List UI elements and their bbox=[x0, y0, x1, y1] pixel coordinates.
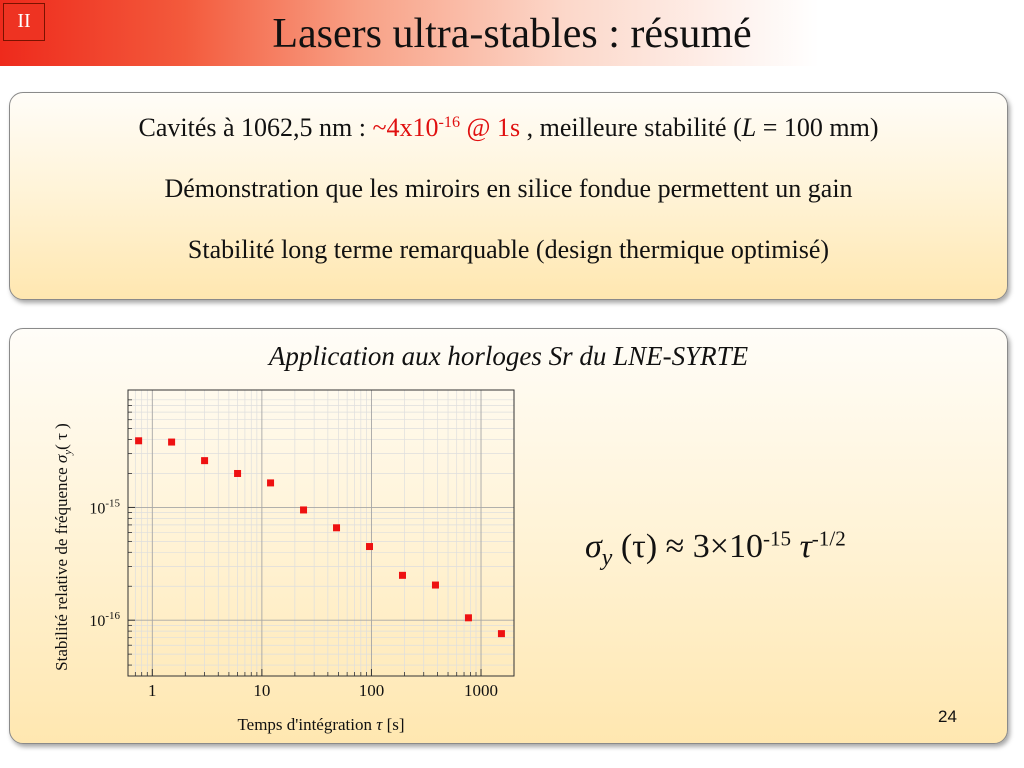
cavities-prefix: Cavités à 1062,5 nm : bbox=[138, 113, 373, 142]
formula-tau-exponent: -1/2 bbox=[811, 526, 846, 551]
formula-sigma-sub: y bbox=[601, 544, 613, 571]
application-box: Application aux horloges Sr du LNE-SYRTE bbox=[9, 328, 1008, 744]
length-value: = 100 mm) bbox=[756, 113, 879, 142]
cavities-suffix: , meilleure stabilité ( bbox=[520, 113, 742, 142]
length-symbol: L bbox=[741, 113, 757, 142]
page-number: 24 bbox=[938, 707, 957, 726]
formula-body: (τ) ≈ 3×10 bbox=[612, 528, 763, 565]
summary-line-long-term: Stabilité long terme remarquable (design… bbox=[187, 235, 830, 264]
stability-time: @ 1s bbox=[460, 113, 521, 142]
formula-sigma: σ bbox=[585, 528, 602, 565]
slide-title: Lasers ultra-stables : résumé bbox=[272, 11, 752, 57]
header-bar bbox=[0, 0, 1024, 66]
formula-tau: τ bbox=[791, 528, 812, 565]
stability-exponent: -16 bbox=[438, 114, 461, 132]
application-title: Application aux horloges Sr du LNE-SYRTE bbox=[268, 341, 749, 371]
summary-box: Cavités à 1062,5 nm : ~4x10-16 @ 1s , me… bbox=[9, 92, 1008, 300]
summary-line-mirrors: Démonstration que les miroirs en silice … bbox=[164, 174, 853, 203]
summary-line-cavities: Cavités à 1062,5 nm : ~4x10-16 @ 1s , me… bbox=[10, 113, 1007, 143]
stability-value: ~4x10-16 @ 1s bbox=[372, 113, 521, 142]
section-badge: II bbox=[3, 3, 45, 41]
stability-formula: σy (τ) ≈ 3×10-15 τ-1/2 bbox=[585, 528, 846, 572]
formula-exponent: -15 bbox=[763, 526, 792, 551]
